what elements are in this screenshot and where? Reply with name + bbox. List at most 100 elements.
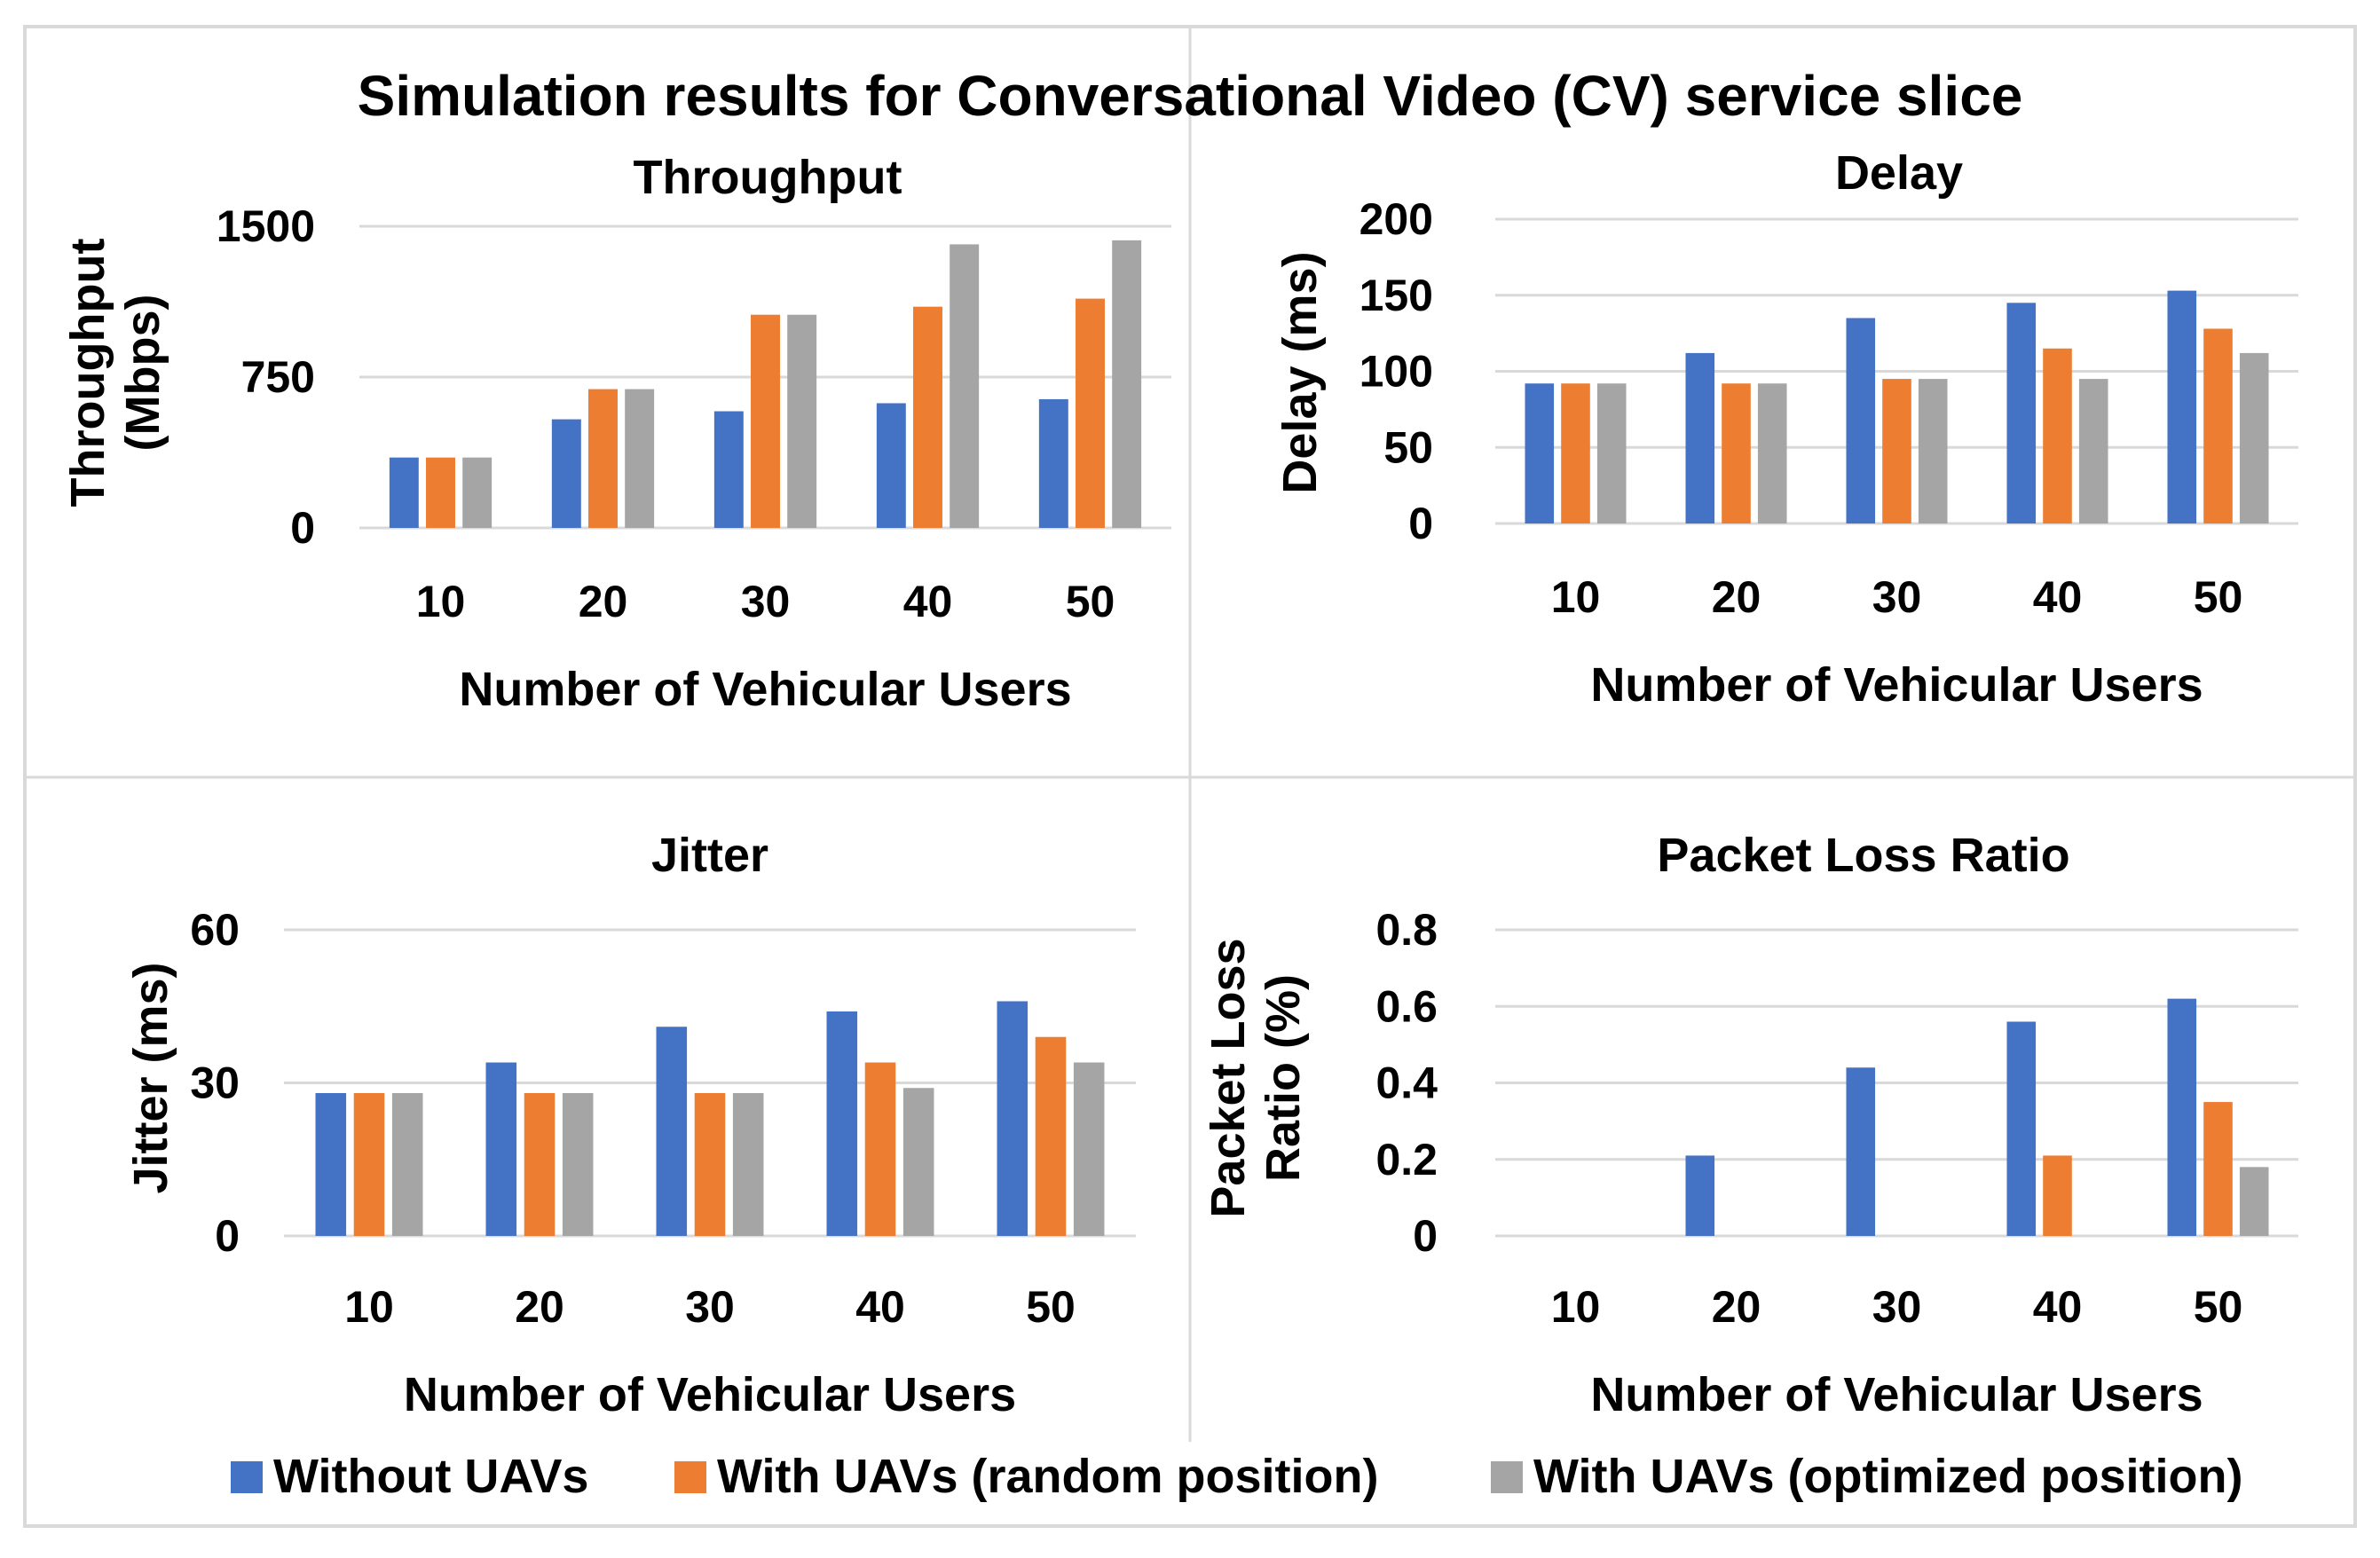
bar [462, 457, 493, 528]
legend-swatch [674, 1461, 706, 1493]
x-axis-title: Number of Vehicular Users [1590, 658, 2203, 712]
bar [353, 1093, 385, 1236]
x-tick-label: 40 [855, 1282, 905, 1332]
x-axis-title: Number of Vehicular Users [459, 663, 1071, 716]
bar [485, 1062, 517, 1236]
x-tick-label: 10 [1551, 1282, 1601, 1332]
y-tick-label: 0.4 [1375, 1058, 1438, 1108]
bar [1882, 379, 1911, 523]
bar [2239, 1167, 2269, 1236]
x-axis-title: Number of Vehicular Users [1590, 1368, 2203, 1421]
bar [1722, 383, 1751, 523]
y-tick-label: 50 [1383, 422, 1433, 472]
bar [315, 1093, 347, 1236]
legend-label: Without UAVs [273, 1450, 588, 1503]
y-tick-label: 0 [1408, 499, 1433, 548]
x-axis-title: Number of Vehicular Users [404, 1368, 1016, 1421]
x-tick-label: 30 [1872, 1282, 1922, 1332]
bar [997, 1001, 1028, 1236]
y-tick-label: 30 [190, 1058, 240, 1108]
x-tick-label: 50 [1026, 1282, 1076, 1332]
bar [1846, 1067, 1876, 1236]
x-tick-label: 30 [741, 577, 791, 626]
bar [1685, 352, 1715, 523]
bar [694, 1093, 726, 1236]
bar [562, 1093, 594, 1236]
bar [524, 1093, 556, 1236]
legend-label: With UAVs (random position) [717, 1450, 1378, 1503]
bar [1073, 1062, 1105, 1236]
bar [1076, 298, 1105, 528]
bar [2006, 1021, 2037, 1236]
bar [876, 403, 906, 528]
bar [1918, 379, 1948, 523]
y-axis-title: Delay (ms) [1273, 251, 1327, 493]
y-axis-title: Throughput [61, 239, 114, 508]
chart-panel-4: Packet Loss Ratio 0 0.2 0.4 0.6 0.8 10 20 30 40 50… [1202, 829, 2298, 1421]
chart-panel-2: Delay 0 50 100 150 200 10 20 30 40 50 Number of Veh… [1273, 146, 2298, 712]
x-tick-label: 50 [2194, 572, 2243, 622]
bar [2006, 303, 2037, 523]
bar [391, 1093, 423, 1236]
chart-title: Delay [1835, 146, 1963, 200]
bar [826, 1011, 858, 1236]
chart-panel-1: Throughput 0 750 1500 10 20 30 40 50 Number of Ve… [61, 151, 1171, 716]
legend-swatch [231, 1461, 263, 1493]
x-tick-label: 10 [1551, 572, 1601, 622]
y-tick-label: 1500 [217, 201, 315, 251]
y-tick-label: 100 [1359, 347, 1433, 397]
bar [787, 314, 817, 528]
x-tick-label: 40 [2033, 572, 2083, 622]
x-tick-label: 20 [515, 1282, 564, 1332]
bar [2043, 348, 2072, 523]
bar [902, 1088, 934, 1236]
bar [1038, 398, 1068, 528]
y-tick-label: 750 [241, 352, 315, 402]
chart-title: Packet Loss Ratio [1657, 829, 2069, 882]
figure-title: Simulation results for Conversational Vi… [358, 64, 2023, 128]
bar [2078, 379, 2108, 523]
y-tick-label: 0 [215, 1211, 240, 1261]
bar [751, 314, 780, 528]
y-axis-title: Ratio (%) [1257, 974, 1310, 1182]
x-tick-label: 30 [685, 1282, 735, 1332]
bar [2167, 290, 2197, 523]
bar [625, 389, 655, 528]
y-tick-label: 0.8 [1375, 905, 1438, 955]
bar [2239, 352, 2269, 523]
bar [1525, 383, 1555, 523]
bar [713, 411, 744, 528]
x-tick-label: 50 [1066, 577, 1115, 626]
bar [1035, 1036, 1067, 1236]
bar [1596, 383, 1627, 523]
bar [2043, 1155, 2072, 1236]
x-tick-label: 40 [903, 577, 953, 626]
legend: Without UAVs With UAVs (random position) W… [231, 1450, 2242, 1503]
y-tick-label: 0 [290, 503, 315, 553]
bar [1757, 383, 1787, 523]
x-tick-label: 10 [416, 577, 466, 626]
bar [2203, 1102, 2233, 1236]
bar [426, 457, 455, 528]
bar [656, 1027, 688, 1236]
y-axis-title: Jitter (ms) [124, 962, 177, 1193]
chart-title: Jitter [651, 829, 768, 882]
bar [1112, 240, 1142, 528]
y-tick-label: 60 [190, 905, 240, 955]
chart-title: Throughput [634, 151, 902, 204]
x-tick-label: 20 [1712, 1282, 1761, 1332]
bar [1561, 383, 1590, 523]
bar [1846, 318, 1876, 523]
legend-label: With UAVs (optimized position) [1533, 1450, 2242, 1503]
x-tick-label: 50 [2194, 1282, 2243, 1332]
bar [389, 457, 419, 528]
bar [2203, 328, 2233, 523]
x-tick-label: 30 [1872, 572, 1922, 622]
y-tick-label: 0.2 [1375, 1135, 1438, 1184]
y-axis-title: (Mbps) [116, 295, 169, 452]
bar [864, 1062, 896, 1236]
x-tick-label: 40 [2033, 1282, 2083, 1332]
